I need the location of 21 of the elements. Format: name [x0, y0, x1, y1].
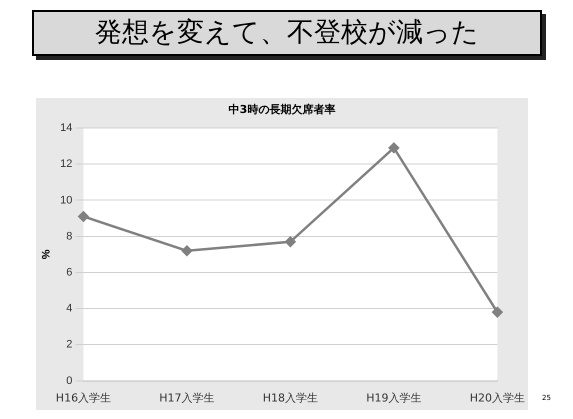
y-tick-label: 10 [60, 194, 72, 206]
point [492, 306, 503, 318]
x-tick-label: H20入学生 [470, 391, 526, 404]
point [285, 236, 296, 248]
y-tick-label: 2 [66, 338, 72, 351]
y-tick-label: 6 [66, 266, 72, 278]
y-tick-label: 12 [60, 158, 72, 170]
y-tick-label: 14 [60, 122, 72, 134]
y-axis-title: % [40, 249, 53, 260]
x-tick-label: H18入学生 [262, 391, 318, 404]
x-tick-label: H16入学生 [56, 391, 112, 404]
chart-title: 発想を変えて、不登校が減った [32, 10, 542, 56]
point [182, 246, 192, 256]
y-tick-label: 0 [66, 374, 72, 387]
point [388, 142, 400, 154]
point [78, 211, 89, 222]
y-tick-label: 8 [66, 230, 72, 242]
y-tick-label: 4 [66, 302, 72, 315]
x-tick-label: H17入学生 [159, 391, 215, 404]
x-tick-label: H19入学生 [366, 391, 422, 404]
chart-subtitle: 中3時の長期欠席者率 [228, 102, 336, 117]
